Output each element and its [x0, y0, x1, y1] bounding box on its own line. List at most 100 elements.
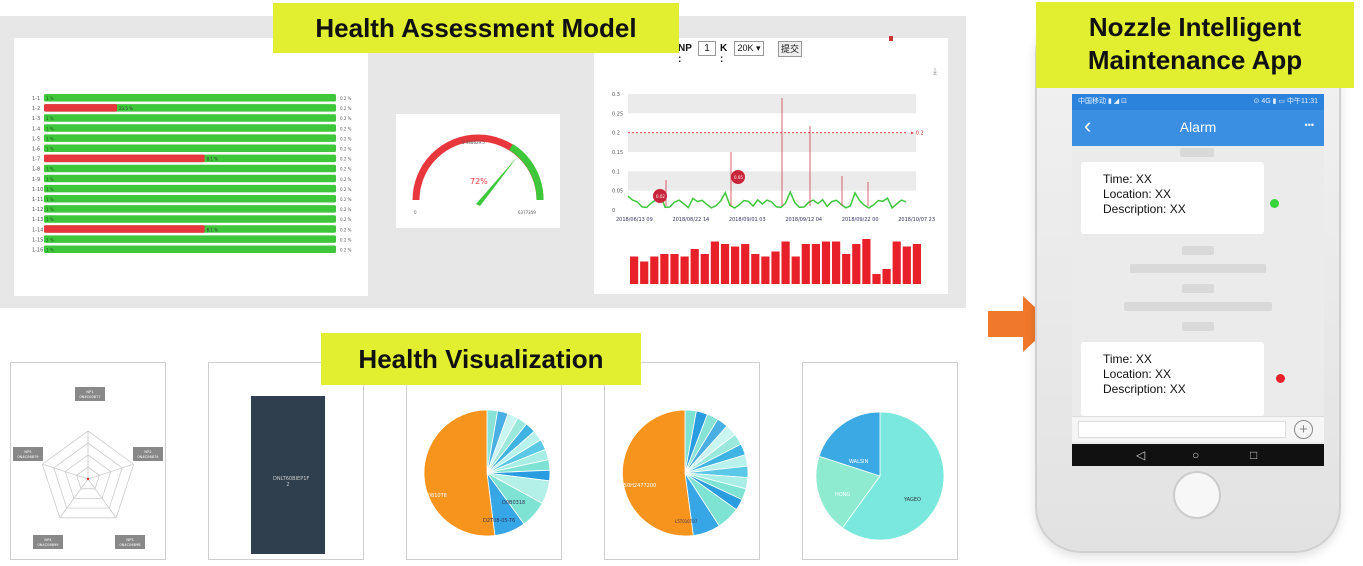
x-tick-label: 2018/08/22 14: [672, 217, 709, 223]
radar-point: [86, 477, 90, 481]
health-bar-green: [44, 94, 336, 102]
volume-bar: [761, 256, 770, 284]
health-bar-right-label: 0.2 %: [340, 237, 352, 242]
radar-chart: NP10N4C00877NP20N4C06874NP30N4C06898NP40…: [13, 387, 163, 549]
alarm-message-2[interactable]: Time: XX Location: XX Description: XX: [1081, 342, 1264, 416]
android-nav-bar: ◁ ○ □: [1072, 444, 1324, 466]
bar-row-label: 1-4: [32, 126, 40, 132]
health-bar-red: [44, 104, 117, 112]
health-bar-right-label: 0.2 %: [340, 217, 352, 222]
health-bar-left-label: 1 %: [46, 237, 54, 242]
message-location: Location: XX: [1103, 187, 1172, 201]
back-icon[interactable]: ‹: [1084, 113, 1092, 138]
pie-chart-2: L50H2477200 L5T010T07: [621, 409, 749, 537]
radar-label-box: [115, 535, 145, 549]
health-bar-right-label: 0.2 %: [340, 157, 352, 162]
health-bar-red-label: 23.5 %: [119, 106, 133, 111]
health-bar-green: [44, 174, 336, 183]
volume-bar: [720, 244, 730, 284]
volume-bar: [650, 256, 659, 284]
notice-blur: [1130, 264, 1266, 273]
y-tick-label: 0.05: [612, 189, 623, 195]
bar-row-label: 1-2: [32, 106, 40, 112]
pie-slice: [815, 455, 881, 529]
message-time: Time: XX: [1103, 172, 1152, 186]
pie-slice: [841, 411, 945, 541]
message-description: Description: XX: [1103, 202, 1186, 216]
health-bar-left-label: 1 %: [46, 96, 54, 101]
volume-bar: [912, 244, 921, 284]
np-input[interactable]: 1: [698, 41, 716, 56]
health-bar-green: [44, 164, 336, 173]
health-bar-red: [44, 225, 205, 233]
pie-label: D2T08-05-T6: [483, 518, 515, 524]
health-bar-left-label: 1 %: [46, 136, 54, 141]
phone-home-button[interactable]: [1173, 471, 1221, 519]
gauge-needle: [476, 156, 518, 206]
submit-button[interactable]: 提交: [778, 41, 802, 57]
gauge-max: 6377359: [518, 210, 536, 215]
pie-label: D0810T8: [424, 493, 447, 499]
radar-label: NP5: [24, 450, 31, 454]
x-tick-label: 2018/09/12 04: [785, 217, 822, 223]
volume-bar: [862, 239, 871, 284]
health-bar-left-label: 1 %: [46, 217, 54, 222]
pie3-thumbnail: WALSIN HONG YAGEO: [802, 362, 958, 560]
radar-spoke: [42, 463, 89, 480]
radar-label-box: [75, 387, 105, 401]
nozzle-bar-chart: 1-1 1 % 0.2 % 1-2 23.5 % 0.2 % 1-3 1 % 0.2 % 1-4 1…: [32, 94, 352, 254]
pie-slice: [818, 411, 881, 477]
health-bar-left-label: 1 %: [46, 126, 54, 131]
pie-label: L50H2477200: [621, 483, 656, 489]
radar-ring: [41, 430, 135, 519]
grid-band: [628, 94, 916, 114]
health-bar-red-label: 8.1 %: [207, 157, 219, 162]
status-dot-green: [1270, 199, 1279, 208]
health-bar-right-label: 0.2 %: [340, 106, 352, 111]
message-input[interactable]: [1078, 421, 1286, 438]
x-tick-label: 2018/09/22 00: [842, 217, 879, 223]
status-left: 中国移动 ▮ ◢ ⊡: [1078, 98, 1127, 105]
health-bar-green: [44, 144, 336, 152]
message-description: Description: XX: [1103, 382, 1186, 396]
volume-bar: [660, 254, 669, 284]
bar-row-label: 1-11: [32, 197, 43, 203]
health-bar-right-label: 0.2 %: [340, 116, 352, 121]
download-icon[interactable]: ⤓: [933, 66, 937, 76]
health-bar-left-label: 1 %: [46, 187, 54, 192]
y-tick-label: 0.15: [612, 150, 623, 156]
radar-label: NP3: [126, 538, 133, 542]
volume-bar: [731, 246, 740, 284]
volume-bar: [801, 244, 810, 284]
add-icon[interactable]: +: [1294, 420, 1313, 439]
bar-row-label: 1-12: [32, 207, 43, 213]
np-label: NP :: [678, 43, 692, 65]
health-bar-green: [44, 205, 336, 213]
health-trend-line: [627, 190, 907, 210]
message-time: Time: XX: [1103, 352, 1152, 366]
dark-panel-text: DNLT60BIEP1F 2: [273, 476, 310, 488]
nav-home-icon[interactable]: ○: [1192, 448, 1200, 462]
gauge-value: 72%: [470, 177, 488, 186]
bar-row-label: 1-8: [32, 167, 40, 173]
health-bar-green: [44, 134, 336, 142]
input-bar: +: [1072, 416, 1324, 442]
x-tick-label: 2018/06/13 09: [616, 217, 653, 223]
alarm-pin: [731, 170, 745, 184]
volume-bar: [640, 261, 649, 284]
health-bar-left-label: 1 %: [46, 207, 54, 212]
bar-row-label: 1-1: [32, 96, 40, 102]
nav-back-icon[interactable]: ◁: [1136, 448, 1146, 462]
message-location: Location: XX: [1103, 367, 1172, 381]
banner-app-line2: Maintenance App: [1087, 45, 1303, 75]
trend-chart: 0.3 0.25 0.2 0.15 0.1 0.05 0 ➤ 0.2 0.02 0.05 2018/…: [612, 92, 935, 284]
gauge-min: 0: [414, 210, 417, 215]
more-icon[interactable]: •••: [1304, 120, 1314, 130]
timestamp-blur: [1180, 148, 1214, 157]
volume-bar: [670, 254, 679, 284]
k-select[interactable]: 20K ▾: [734, 41, 764, 56]
pie-label: L5T010T07: [675, 519, 698, 524]
bar-row-label: 1-16: [32, 248, 43, 254]
nav-recent-icon[interactable]: □: [1250, 448, 1258, 462]
alarm-message-1[interactable]: Time: XX Location: XX Description: XX: [1081, 162, 1264, 234]
